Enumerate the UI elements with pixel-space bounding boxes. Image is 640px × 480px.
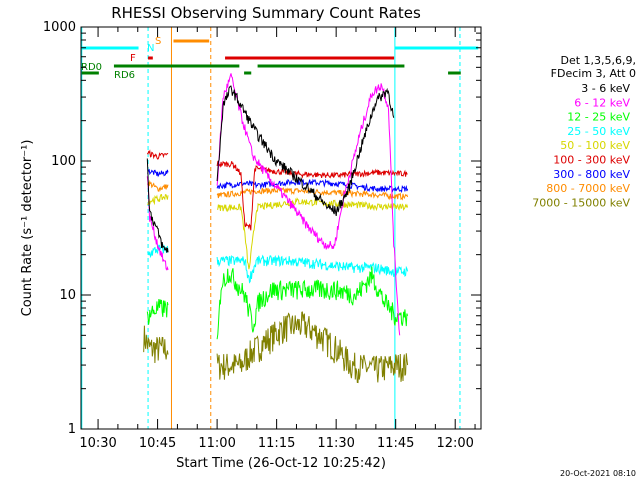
flag-bars: NS F RD0 RD6	[81, 36, 479, 81]
legend: Det 1,3,5,6,9,FDecim 3, Att 0 3 - 6 keV6 …	[532, 54, 636, 209]
flag-label-f: F	[130, 53, 136, 64]
series-line-6-12-kev	[146, 73, 401, 336]
flag-label-rd6: RD6	[114, 70, 135, 81]
x-tick-label: 11:00	[198, 436, 235, 451]
flag-label-s: S	[155, 36, 161, 47]
legend-header-line: Det 1,3,5,6,9,	[560, 54, 636, 67]
x-tick-label: 11:45	[377, 436, 414, 451]
legend-entry: 3 - 6 keV	[581, 82, 630, 95]
x-tick-label: 11:15	[258, 436, 295, 451]
y-tick-label: 100	[51, 154, 76, 169]
x-tick-label: 10:30	[79, 436, 116, 451]
y-tick-label: 10	[59, 288, 76, 303]
x-tick-label: 11:30	[317, 436, 354, 451]
legend-entry: 12 - 25 keV	[567, 111, 630, 124]
vertical-markers	[81, 27, 461, 429]
legend-header-line: FDecim 3, Att 0	[551, 67, 636, 80]
footer-timestamp: 20-Oct-2021 08:10	[560, 469, 636, 478]
legend-entry: 50 - 100 keV	[560, 139, 630, 152]
y-tick-label: 1000	[43, 20, 76, 35]
x-axis-label: Start Time (26-Oct-12 10:25:42)	[176, 456, 386, 471]
x-tick-label: 10:45	[139, 436, 176, 451]
x-tick-label: 12:00	[436, 436, 473, 451]
series-line-12-25-kev	[146, 266, 409, 340]
legend-entry: 300 - 800 keV	[553, 168, 630, 181]
legend-entry: 6 - 12 keV	[574, 96, 630, 109]
legend-entry: 100 - 300 keV	[553, 154, 630, 167]
flag-label-n: N	[147, 43, 154, 54]
series-line-25-50-kev	[147, 243, 409, 284]
series-line-3-6-kev	[146, 85, 395, 253]
series-line-50-100-kev	[147, 194, 409, 270]
flag-label-rd0: RD0	[81, 62, 102, 73]
axes: 1 10 100 1000 10:30 10:45 11:00 11:15 11:30 11:45…	[43, 20, 481, 451]
legend-entry: 7000 - 15000 keV	[532, 196, 630, 209]
series-line-7000-15000-kev	[143, 311, 409, 384]
series-layer	[143, 73, 409, 384]
y-tick-label: 1	[68, 422, 76, 437]
chart-title: RHESSI Observing Summary Count Rates	[111, 4, 421, 22]
plot-area	[80, 26, 482, 430]
series-line-100-300-kev	[146, 149, 408, 231]
legend-entry: 25 - 50 keV	[567, 125, 630, 138]
legend-entry: 800 - 7000 keV	[546, 182, 630, 195]
y-axis-label: Count Rate (s⁻¹ detector⁻¹)	[20, 140, 35, 317]
series-line-300-800-kev	[147, 168, 409, 194]
